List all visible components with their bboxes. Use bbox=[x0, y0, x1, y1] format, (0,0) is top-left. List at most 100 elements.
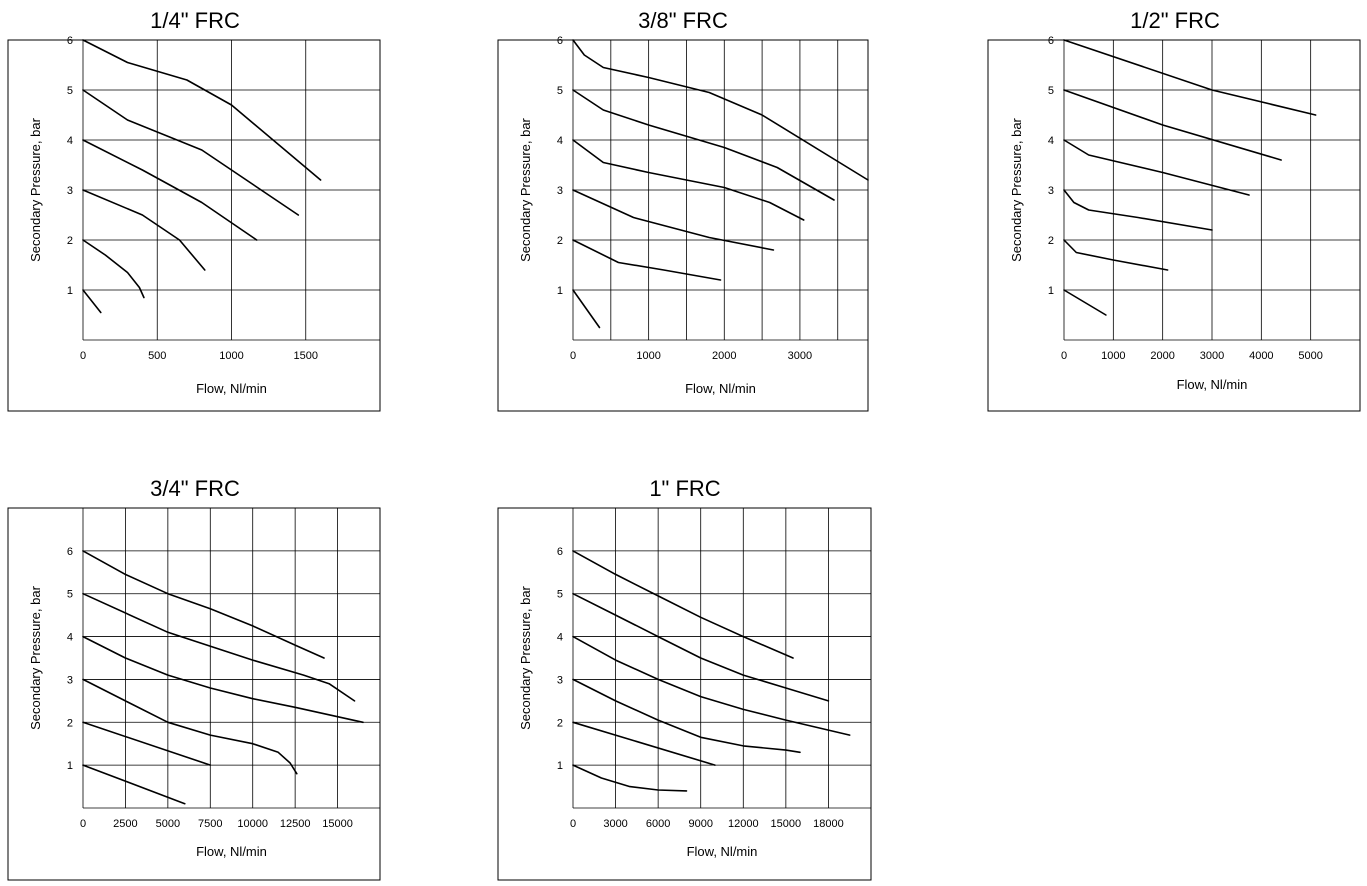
x-tick-label: 5000 bbox=[1298, 350, 1322, 362]
pressure-curve bbox=[572, 721, 716, 766]
pressure-curve bbox=[1063, 139, 1250, 196]
x-tick-label: 0 bbox=[570, 350, 576, 362]
x-tick-label: 12500 bbox=[280, 818, 311, 830]
x-tick-label: 500 bbox=[148, 350, 166, 362]
y-axis-label: Secondary Pressure, bar bbox=[28, 585, 43, 729]
x-tick-label: 0 bbox=[1061, 350, 1067, 362]
y-tick-label: 3 bbox=[557, 674, 563, 686]
pressure-curve bbox=[1063, 189, 1213, 231]
x-tick-label: 1500 bbox=[294, 350, 318, 362]
x-tick-label: 5000 bbox=[156, 818, 180, 830]
chart-panel: 0 500 1000 1500 1 2 3 4 5 6 1/4" FRC Flow, Nl/min Se… bbox=[7, 8, 381, 412]
y-axis-label: Secondary Pressure, bar bbox=[28, 117, 43, 261]
x-tick-label: 2000 bbox=[1150, 350, 1174, 362]
pressure-curve bbox=[82, 592, 356, 702]
pressure-curve bbox=[82, 89, 300, 216]
x-axis-label: Flow, Nl/min bbox=[196, 844, 267, 859]
x-tick-label: 0 bbox=[80, 350, 86, 362]
pressure-curve bbox=[572, 39, 869, 181]
x-axis-label: Flow, Nl/min bbox=[196, 381, 267, 396]
chart-title: 1/2" FRC bbox=[1130, 8, 1220, 33]
pressure-curve bbox=[572, 764, 688, 792]
y-tick-label: 4 bbox=[1048, 135, 1054, 147]
x-tick-label: 3000 bbox=[788, 350, 812, 362]
y-tick-label: 6 bbox=[557, 546, 563, 558]
x-tick-label: 1000 bbox=[1101, 350, 1125, 362]
chart-title: 1/4" FRC bbox=[150, 8, 240, 33]
x-tick-label: 15000 bbox=[322, 818, 353, 830]
pressure-curve bbox=[82, 39, 322, 181]
pressure-curve bbox=[572, 289, 601, 329]
y-tick-label: 4 bbox=[67, 135, 73, 147]
y-tick-label: 6 bbox=[67, 546, 73, 558]
x-tick-label: 2000 bbox=[712, 350, 736, 362]
y-tick-label: 6 bbox=[67, 35, 73, 47]
y-tick-label: 3 bbox=[67, 674, 73, 686]
x-tick-label: 9000 bbox=[688, 818, 712, 830]
x-tick-label: 4000 bbox=[1249, 350, 1273, 362]
x-tick-label: 3000 bbox=[1200, 350, 1224, 362]
y-tick-label: 2 bbox=[557, 235, 563, 247]
chart-panel: 0 1000 2000 3000 1 2 3 4 5 6 3/8" FRC Flow, Nl/min S… bbox=[497, 8, 869, 412]
pressure-curve bbox=[572, 89, 835, 201]
x-tick-label: 12000 bbox=[728, 818, 759, 830]
chart-panel: 0 3000 6000 9000 12000 15000 18000 1 2 3 4 5 6 1" FRC… bbox=[497, 476, 872, 881]
x-tick-label: 0 bbox=[80, 818, 86, 830]
x-tick-label: 18000 bbox=[813, 818, 844, 830]
x-tick-label: 6000 bbox=[646, 818, 670, 830]
chart-title: 3/4" FRC bbox=[150, 476, 240, 501]
y-tick-label: 3 bbox=[1048, 185, 1054, 197]
y-tick-label: 5 bbox=[67, 589, 73, 601]
y-axis-label: Secondary Pressure, bar bbox=[518, 117, 533, 261]
pressure-curve bbox=[82, 189, 206, 271]
pressure-curve bbox=[82, 139, 258, 241]
x-tick-label: 3000 bbox=[603, 818, 627, 830]
pressure-curve bbox=[82, 550, 325, 659]
chart-frame bbox=[7, 39, 381, 412]
y-tick-label: 1 bbox=[557, 760, 563, 772]
x-tick-label: 0 bbox=[570, 818, 576, 830]
y-tick-label: 2 bbox=[67, 717, 73, 729]
x-axis-label: Flow, Nl/min bbox=[685, 381, 756, 396]
y-tick-label: 5 bbox=[557, 85, 563, 97]
pressure-curve bbox=[572, 239, 722, 281]
pressure-curve bbox=[82, 289, 102, 314]
pressure-curve bbox=[572, 189, 775, 251]
y-axis-label: Secondary Pressure, bar bbox=[1009, 117, 1024, 261]
x-tick-label: 1000 bbox=[219, 350, 243, 362]
y-tick-label: 5 bbox=[67, 85, 73, 97]
chart-title: 3/8" FRC bbox=[638, 8, 728, 33]
y-tick-label: 6 bbox=[557, 35, 563, 47]
y-tick-label: 1 bbox=[557, 285, 563, 297]
y-tick-label: 1 bbox=[67, 285, 73, 297]
pressure-curve bbox=[572, 550, 794, 659]
chart-panel: 0 2500 5000 7500 10000 12500 15000 1 2 3 4 5 6 3/4" F… bbox=[7, 476, 381, 881]
y-tick-label: 6 bbox=[1048, 35, 1054, 47]
x-tick-label: 2500 bbox=[113, 818, 137, 830]
y-tick-label: 1 bbox=[67, 760, 73, 772]
y-tick-label: 1 bbox=[1048, 285, 1054, 297]
y-tick-label: 4 bbox=[557, 632, 563, 644]
pressure-curve bbox=[82, 239, 145, 299]
y-tick-label: 2 bbox=[67, 235, 73, 247]
y-tick-label: 4 bbox=[557, 135, 563, 147]
pressure-curve bbox=[82, 764, 186, 805]
y-tick-label: 2 bbox=[1048, 235, 1054, 247]
y-tick-label: 4 bbox=[67, 632, 73, 644]
pressure-curve bbox=[82, 635, 364, 724]
chart-panel: 0 1000 2000 3000 4000 5000 1 2 3 4 5 6 1/2" FRC Flow,… bbox=[987, 8, 1361, 412]
pressure-curve bbox=[572, 635, 851, 736]
pressure-curve bbox=[82, 721, 212, 766]
chart-frame bbox=[497, 507, 872, 881]
chart-frame bbox=[497, 39, 869, 412]
x-tick-label: 1000 bbox=[636, 350, 660, 362]
x-axis-label: Flow, Nl/min bbox=[687, 844, 758, 859]
pressure-curve bbox=[1063, 89, 1282, 161]
x-tick-label: 7500 bbox=[198, 818, 222, 830]
y-tick-label: 2 bbox=[557, 717, 563, 729]
y-tick-label: 3 bbox=[557, 185, 563, 197]
y-tick-label: 5 bbox=[557, 589, 563, 601]
chart-frame bbox=[7, 507, 381, 881]
x-tick-label: 10000 bbox=[237, 818, 268, 830]
